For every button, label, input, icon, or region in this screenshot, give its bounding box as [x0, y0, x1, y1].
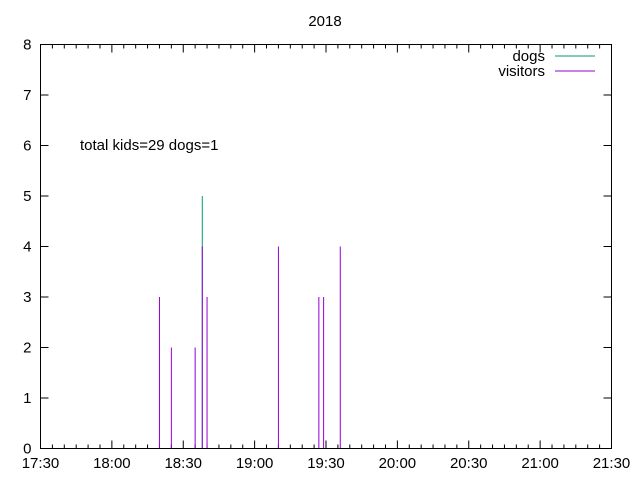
legend-label-dogs: dogs [512, 48, 545, 65]
x-tick-label: 21:30 [593, 455, 631, 472]
x-tick-label: 17:30 [22, 455, 60, 472]
x-tick-label: 19:00 [236, 455, 274, 472]
y-tick-label: 5 [23, 188, 31, 205]
x-tick-label: 20:00 [379, 455, 417, 472]
y-tick-label: 7 [23, 87, 31, 104]
y-tick-label: 6 [23, 138, 31, 155]
chart-title: 2018 [308, 13, 341, 30]
x-tick-label: 18:30 [164, 455, 202, 472]
y-tick-label: 1 [23, 390, 31, 407]
x-tick-label: 21:00 [521, 455, 559, 472]
plot-frame [40, 44, 612, 449]
chart-annotation: total kids=29 dogs=1 [80, 137, 218, 154]
y-tick-label: 2 [23, 340, 31, 357]
bars [158, 196, 341, 449]
x-tick-label: 20:30 [450, 455, 488, 472]
x-tick-label: 19:30 [307, 455, 345, 472]
y-tick-label: 4 [23, 239, 31, 256]
x-tick-label: 18:00 [93, 455, 131, 472]
legend-label-visitors: visitors [498, 63, 545, 80]
y-tick-label: 0 [23, 441, 31, 458]
y-tick-label: 8 [23, 37, 31, 54]
y-tick-label: 3 [23, 289, 31, 306]
